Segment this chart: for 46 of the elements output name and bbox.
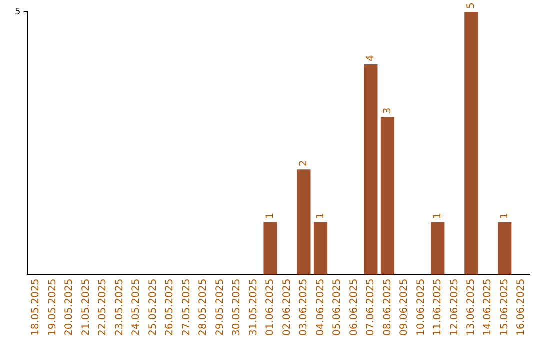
- x-tick-label: 08.06.2025: [382, 278, 394, 336]
- bar: [364, 64, 378, 275]
- x-tick-label: 27.05.2025: [181, 278, 192, 336]
- x-tick-label: 30.05.2025: [232, 278, 243, 336]
- x-tick-label: 02.06.2025: [282, 278, 293, 336]
- bar: [464, 12, 478, 275]
- data-label: 3: [382, 108, 394, 114]
- data-label: 1: [315, 212, 326, 220]
- data-label: 2: [298, 160, 310, 167]
- x-tick-label: 26.05.2025: [164, 278, 176, 336]
- x-tick-label: 25.05.2025: [148, 278, 159, 336]
- data-label: 1: [265, 212, 276, 220]
- bar: [380, 117, 394, 275]
- x-tick-label: 13.06.2025: [466, 278, 477, 336]
- x-tick-label: 05.06.2025: [332, 278, 344, 336]
- bar: [498, 222, 512, 275]
- x-tick-label: 22.05.2025: [98, 278, 109, 336]
- data-label: 5: [466, 2, 477, 9]
- x-tick-label: 03.06.2025: [298, 278, 310, 336]
- x-tick-label: 28.05.2025: [198, 278, 210, 336]
- x-tick-label: 09.06.2025: [399, 278, 410, 336]
- x-tick-label: 07.06.2025: [366, 278, 377, 336]
- data-label: 4: [366, 55, 377, 62]
- data-label: 1: [432, 212, 444, 220]
- bar: [431, 222, 445, 275]
- x-tick-label: 29.05.2025: [214, 278, 226, 336]
- x-tick-label: 31.05.2025: [248, 278, 260, 336]
- bar: [264, 222, 278, 275]
- data-label: 1: [499, 212, 510, 220]
- x-tick-label: 20.05.2025: [64, 278, 76, 336]
- x-tick-label: 15.06.2025: [499, 278, 510, 336]
- bar: [314, 222, 328, 275]
- x-tick-label: 24.05.2025: [131, 278, 142, 336]
- bar: [297, 170, 311, 275]
- x-tick-label: 01.06.2025: [265, 278, 276, 336]
- x-tick-label: 14.06.2025: [482, 278, 494, 336]
- x-tick-label: 12.06.2025: [449, 278, 460, 336]
- x-tick-label: 18.05.2025: [30, 278, 42, 336]
- x-tick-label: 04.06.2025: [315, 278, 326, 336]
- x-tick-label: 21.05.2025: [80, 278, 92, 336]
- x-tick-label: 23.05.2025: [114, 278, 126, 336]
- x-tick-label: 16.06.2025: [516, 278, 528, 336]
- x-tick-label: 10.06.2025: [416, 278, 427, 336]
- x-tick-label: 19.05.2025: [47, 278, 58, 336]
- x-tick-label: 06.06.2025: [348, 278, 360, 336]
- x-tick-label: 11.06.2025: [432, 278, 444, 336]
